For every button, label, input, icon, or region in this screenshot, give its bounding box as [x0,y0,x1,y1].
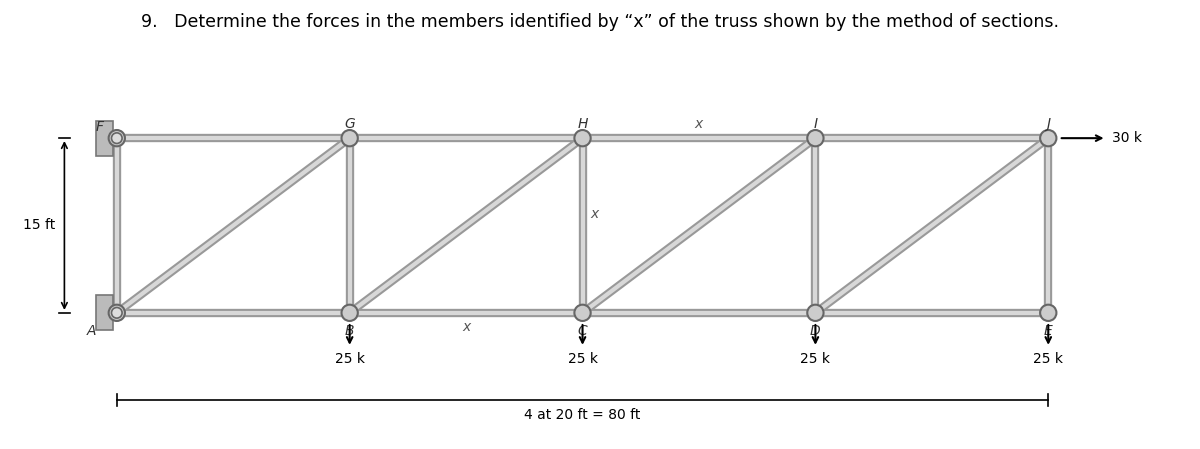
Circle shape [808,305,823,321]
Circle shape [112,133,122,144]
Text: 9.   Determine the forces in the members identified by “x” of the truss shown by: 9. Determine the forces in the members i… [142,13,1060,31]
Circle shape [1040,305,1056,321]
Text: E: E [1044,325,1052,339]
Text: x: x [590,207,599,221]
Circle shape [109,130,125,146]
Text: F: F [95,119,103,133]
Text: 25 k: 25 k [335,352,365,366]
Text: C: C [577,325,588,339]
Circle shape [1040,130,1056,146]
Text: 30 k: 30 k [1112,131,1142,145]
Circle shape [342,305,358,321]
Text: I: I [814,117,817,131]
Bar [96,295,113,330]
Text: J: J [1046,117,1050,131]
Text: H: H [577,117,588,131]
Text: 25 k: 25 k [1033,352,1063,366]
Circle shape [109,305,125,321]
Text: 4 at 20 ft = 80 ft: 4 at 20 ft = 80 ft [524,408,641,423]
Bar [96,121,113,156]
Text: 15 ft: 15 ft [23,219,55,233]
Text: x: x [462,320,470,334]
Circle shape [575,130,590,146]
Circle shape [342,130,358,146]
Circle shape [808,130,823,146]
Text: x: x [695,117,703,131]
Text: G: G [344,117,355,131]
Circle shape [575,305,590,321]
Circle shape [112,308,122,318]
Text: A: A [86,325,96,339]
Text: D: D [810,325,821,339]
Text: B: B [344,325,354,339]
Text: 25 k: 25 k [800,352,830,366]
Text: 25 k: 25 k [568,352,598,366]
